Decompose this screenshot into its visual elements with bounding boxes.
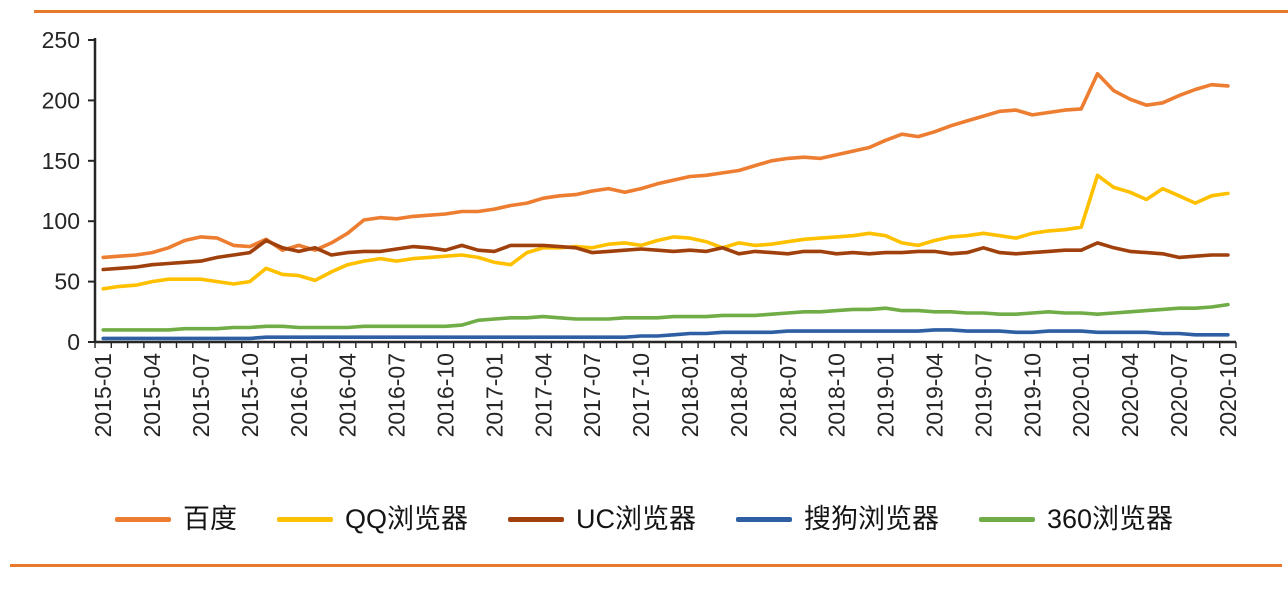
y-tick-label: 0: [67, 329, 80, 355]
chart-legend: 百度 QQ浏览器 UC浏览器 搜狗浏览器 360浏览器: [0, 506, 1288, 533]
y-tick-label: 150: [42, 148, 80, 174]
x-tick-label: 2018-07: [775, 353, 801, 437]
legend-label-sogou-browser: 搜狗浏览器: [803, 504, 939, 534]
legend-item-sogou-browser: 搜狗浏览器: [735, 504, 939, 534]
x-tick-label: 2015-10: [237, 353, 263, 437]
x-tick-label: 2015-07: [188, 353, 214, 437]
x-tick-label: 2019-01: [873, 353, 899, 437]
x-tick-label: 2018-01: [677, 353, 703, 437]
x-tick-label: 2018-04: [726, 353, 752, 438]
top-divider: [34, 10, 1288, 13]
legend-swatch-uc-browser: [507, 517, 564, 522]
x-tick-label: 2019-07: [970, 353, 996, 437]
x-tick-label: 2020-04: [1117, 353, 1143, 438]
x-tick-label: 2017-10: [628, 353, 654, 437]
x-tick-label: 2019-04: [921, 353, 947, 438]
series-line-qq-browser: [101, 173, 1230, 291]
series-line-360-browser: [101, 302, 1230, 332]
legend-label-baidu: 百度: [182, 504, 237, 534]
x-tick-label: 2020-07: [1166, 353, 1192, 437]
legend-item-uc-browser: UC浏览器: [507, 504, 696, 534]
y-tick-label: 50: [54, 269, 80, 295]
legend-label-uc-browser: UC浏览器: [575, 504, 696, 534]
x-tick-label: 2016-04: [335, 353, 361, 438]
legend-swatch-qq-browser: [276, 517, 333, 522]
x-tick-label: 2016-01: [286, 353, 312, 437]
x-tick-label: 2020-10: [1215, 353, 1241, 437]
legend-item-360-browser: 360浏览器: [978, 504, 1174, 534]
y-tick-label: 200: [42, 87, 80, 113]
x-tick-label: 2016-10: [432, 353, 458, 437]
x-tick-label: 2017-01: [481, 353, 507, 437]
x-tick-label: 2017-04: [530, 353, 556, 438]
legend-item-baidu: 百度: [114, 504, 237, 534]
legend-label-qq-browser: QQ浏览器: [344, 504, 468, 534]
x-tick-label: 2015-01: [90, 353, 116, 437]
legend-label-360-browser: 360浏览器: [1046, 504, 1174, 534]
x-tick-label: 2015-04: [139, 353, 165, 438]
series-line-uc-browser: [101, 238, 1230, 272]
bottom-divider: [10, 564, 1282, 567]
x-tick-label: 2018-10: [824, 353, 850, 437]
y-tick-label: 250: [42, 27, 80, 53]
legend-swatch-baidu: [114, 517, 171, 522]
line-chart-canvas: 0 50 100 150 200 250 2015-01 2015-04 2015-07 2015…: [42, 27, 1241, 438]
legend-swatch-360-browser: [978, 517, 1035, 522]
x-tick-label: 2019-10: [1019, 353, 1045, 437]
y-tick-label: 100: [42, 208, 80, 234]
legend-item-qq-browser: QQ浏览器: [276, 504, 468, 534]
legend-swatch-sogou-browser: [735, 517, 792, 522]
x-tick-label: 2020-01: [1068, 353, 1094, 437]
x-tick-label: 2016-07: [384, 353, 410, 437]
x-tick-label: 2017-07: [579, 353, 605, 437]
series-line-sogou-browser: [101, 328, 1230, 341]
